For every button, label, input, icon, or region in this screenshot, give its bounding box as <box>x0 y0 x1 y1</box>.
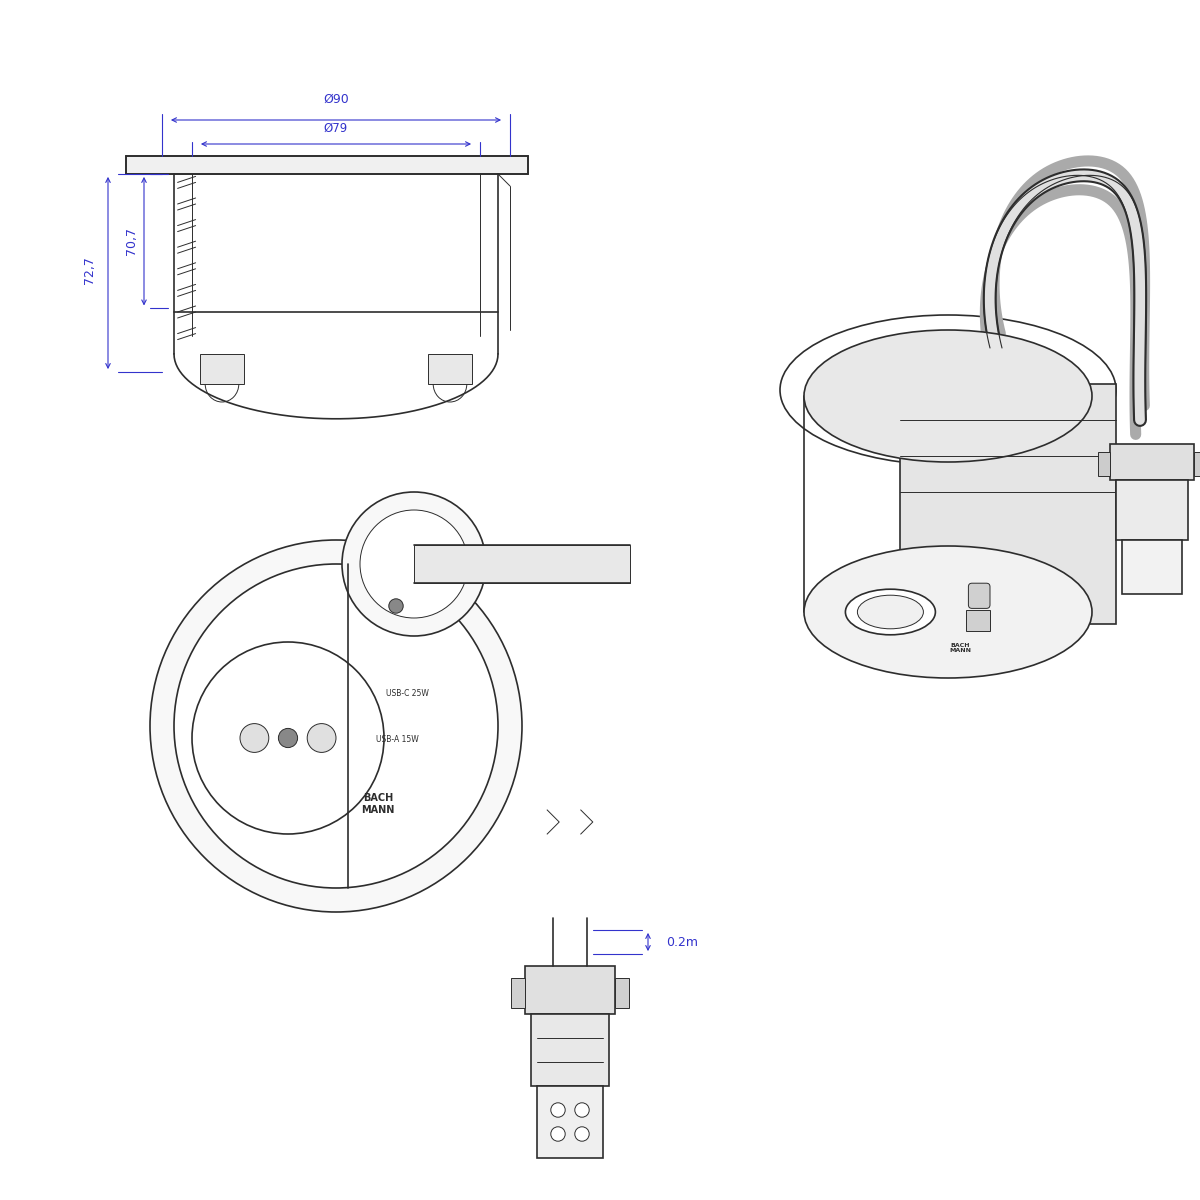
Ellipse shape <box>857 595 924 629</box>
Circle shape <box>360 510 468 618</box>
Circle shape <box>342 492 486 636</box>
Circle shape <box>240 724 269 752</box>
FancyBboxPatch shape <box>968 583 990 608</box>
Bar <box>200 354 244 384</box>
Circle shape <box>551 1127 565 1141</box>
Bar <box>966 610 990 631</box>
FancyBboxPatch shape <box>319 572 473 640</box>
Circle shape <box>575 1127 589 1141</box>
Text: 70,7: 70,7 <box>125 227 138 256</box>
Bar <box>526 966 616 1014</box>
Text: 72,7: 72,7 <box>83 256 96 284</box>
Text: 0.2m: 0.2m <box>666 936 698 948</box>
Bar <box>1098 452 1110 476</box>
Bar <box>511 978 526 1008</box>
Ellipse shape <box>804 546 1092 678</box>
Text: BACH
MANN: BACH MANN <box>949 642 971 653</box>
Bar <box>538 1086 604 1158</box>
Bar <box>900 384 1116 624</box>
Bar <box>616 978 629 1008</box>
Circle shape <box>551 1103 565 1117</box>
Bar <box>428 354 472 384</box>
Bar <box>414 545 630 583</box>
Text: Ø90: Ø90 <box>323 92 349 106</box>
Ellipse shape <box>804 330 1092 462</box>
Circle shape <box>174 564 498 888</box>
Bar <box>1122 540 1182 594</box>
Bar <box>1110 444 1194 480</box>
Bar <box>278 660 298 672</box>
Ellipse shape <box>845 589 936 635</box>
Text: Ø79: Ø79 <box>324 121 348 134</box>
Circle shape <box>278 728 298 748</box>
FancyBboxPatch shape <box>394 694 418 722</box>
Bar <box>1194 452 1200 476</box>
Circle shape <box>307 724 336 752</box>
Text: USB-C 25W: USB-C 25W <box>386 689 430 698</box>
Bar <box>278 804 298 816</box>
Text: USB-A 15W: USB-A 15W <box>376 734 419 744</box>
Circle shape <box>575 1103 589 1117</box>
Bar <box>126 156 528 174</box>
Bar <box>1116 480 1188 540</box>
Text: BACH
MANN: BACH MANN <box>361 793 395 815</box>
Bar <box>530 1014 610 1086</box>
Circle shape <box>150 540 522 912</box>
Bar <box>390 736 420 764</box>
Circle shape <box>389 599 403 613</box>
